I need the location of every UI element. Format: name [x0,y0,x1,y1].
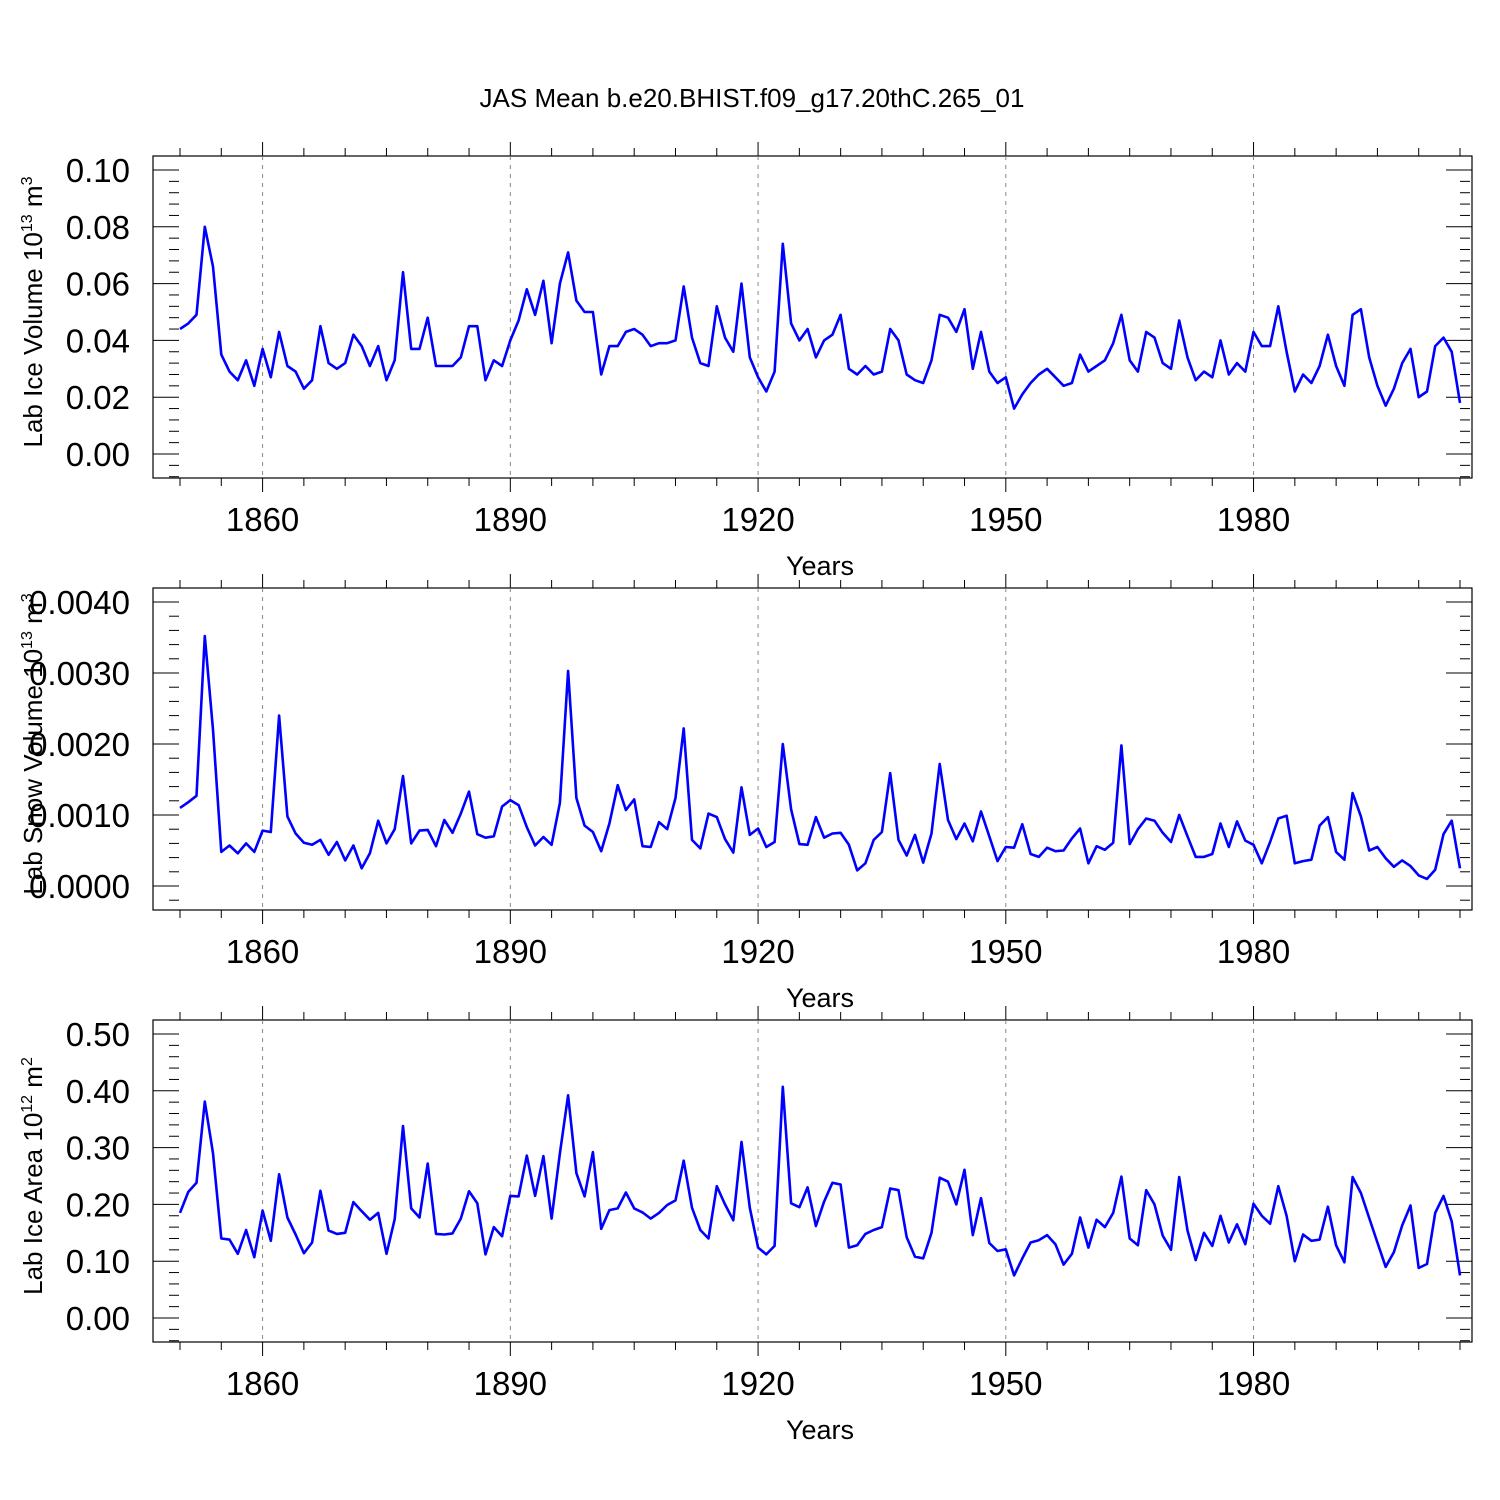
y-tick-label: 0.0010 [29,797,130,834]
y-axis-label: Lab Ice Volume 1013 m3 [18,176,48,447]
x-tick-label: 1980 [1217,1365,1290,1402]
chart-panel-1: 1860 1890 1920 1950 1980 Years 0.00 0.02 0.04 0.0… [18,142,1473,581]
x-tick-label: 1920 [721,1365,794,1402]
plot-frame [152,1019,1473,1343]
x-tick-label: 1920 [721,501,794,538]
y-tick-label: 0.08 [66,209,130,246]
x-axis-label: Years [786,551,854,581]
x-tick-label: 1980 [1217,501,1290,538]
chart-panel-2: 1860 1890 1920 1950 1980 Years 0.0000 0.0010 0.0… [18,574,1473,1013]
y-tick-label: 0.30 [66,1130,130,1167]
x-tick-label: 1890 [474,1365,547,1402]
x-tick-label: 1950 [969,933,1042,970]
y-axis-label: Lab Snow Volume 1013 m3 [18,593,48,894]
y-tick-label: 0.00 [66,1300,130,1337]
series-line [178,1085,1462,1277]
y-tick-label: 0.02 [66,379,130,416]
plot-frame [152,155,1473,479]
x-axis-label: Years [786,983,854,1013]
y-tick-label: 0.0040 [29,584,130,621]
x-tick-label: 1950 [969,1365,1042,1402]
y-tick-label: 0.20 [66,1186,130,1223]
x-tick-label: 1980 [1217,933,1290,970]
x-tick-label: 1890 [474,933,547,970]
x-tick-label: 1860 [226,1365,299,1402]
y-axis-label: Lab Ice Area 1012 m2 [18,1057,48,1295]
y-tick-label: 0.10 [66,152,130,189]
y-tick-label: 0.50 [66,1016,130,1053]
x-axis-label: Years [786,1415,854,1445]
chart-panel-3: 1860 1890 1920 1950 1980 Years 0.00 0.10 0.20 0.3… [18,1006,1473,1445]
y-tick-label: 0.00 [66,436,130,473]
plot-frame [152,587,1473,911]
y-tick-label: 0.06 [66,266,130,303]
y-tick-label: 0.0000 [29,868,130,905]
x-tick-label: 1890 [474,501,547,538]
series-line [179,634,1462,881]
x-tick-label: 1920 [721,933,794,970]
x-tick-label: 1950 [969,501,1042,538]
series-line [179,225,1462,410]
y-tick-label: 0.04 [66,322,130,359]
chart-title: JAS Mean b.e20.BHIST.f09_g17.20thC.265_0… [480,83,1025,113]
y-tick-label: 0.0030 [29,655,130,692]
y-tick-label: 0.0020 [29,726,130,763]
y-tick-label: 0.40 [66,1073,130,1110]
x-tick-label: 1860 [226,501,299,538]
x-tick-label: 1860 [226,933,299,970]
y-tick-label: 0.10 [66,1243,130,1280]
